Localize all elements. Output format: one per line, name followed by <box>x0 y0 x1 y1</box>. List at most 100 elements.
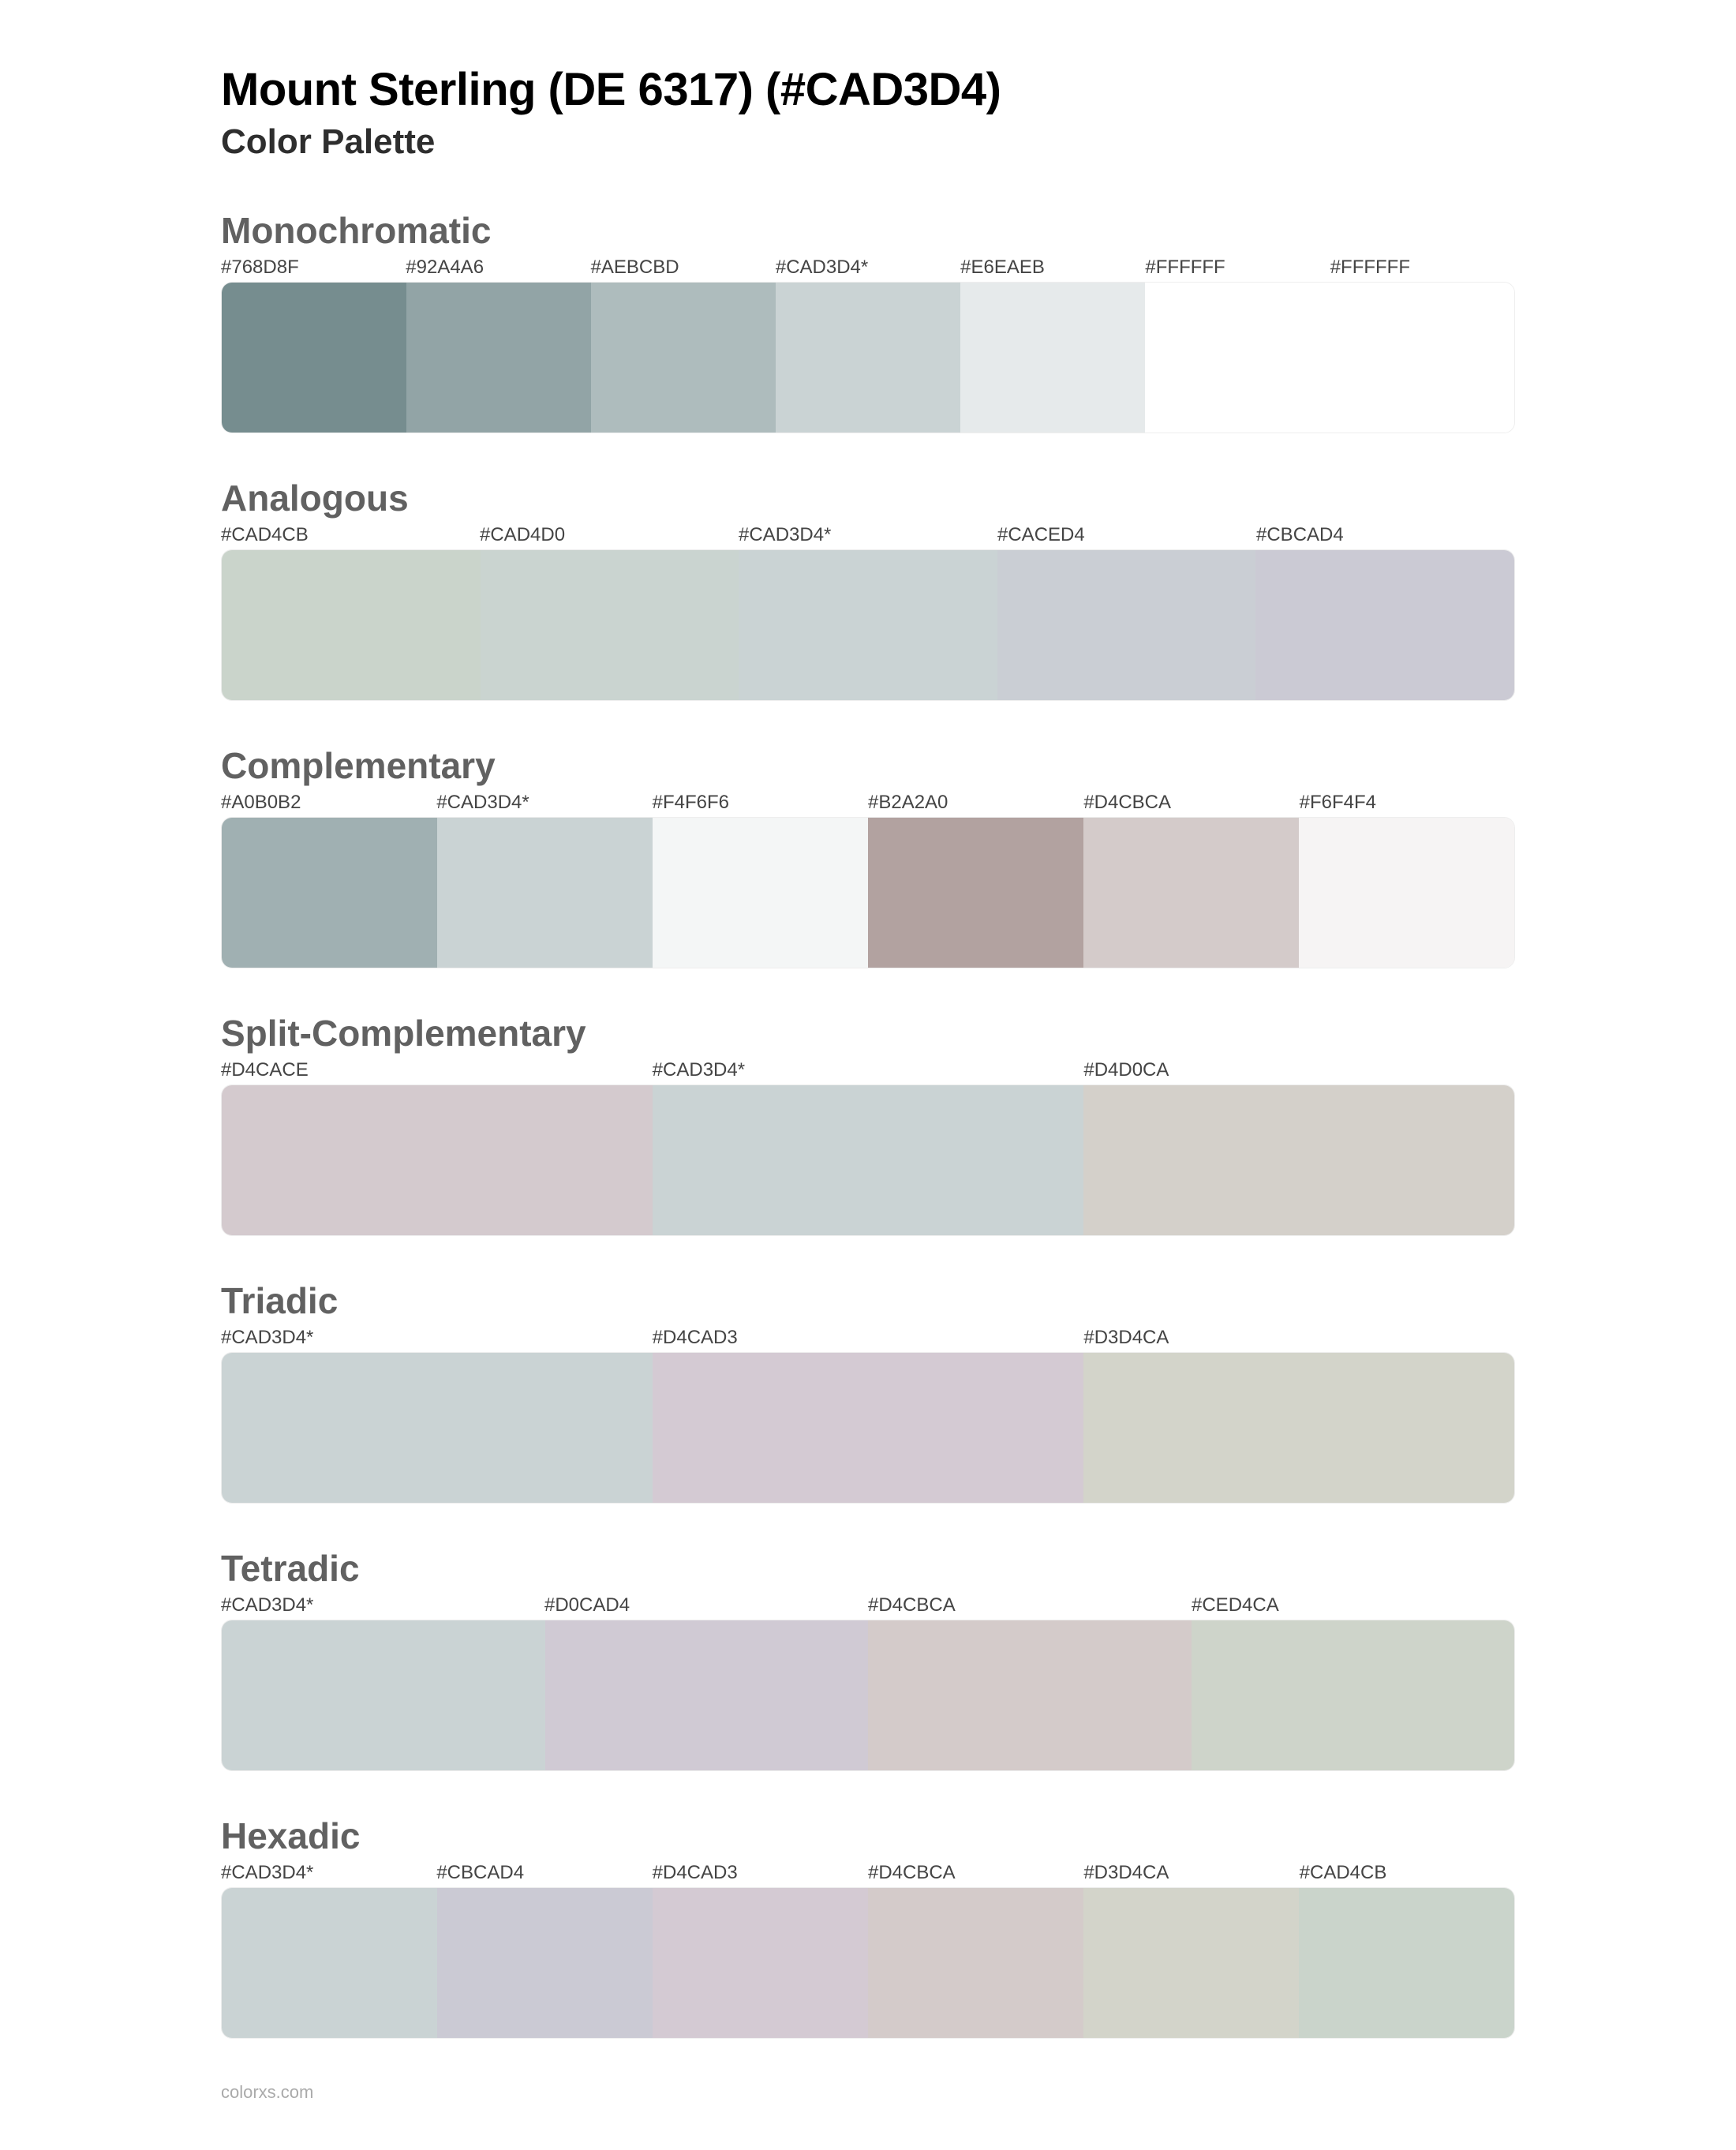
hex-label: #F6F4F4 <box>1300 792 1515 817</box>
hex-labels-row: #CAD3D4*#D0CAD4#D4CBCA#CED4CA <box>221 1594 1515 1620</box>
hex-label: #D4CBCA <box>868 1594 1192 1620</box>
color-swatch[interactable] <box>222 818 437 968</box>
hex-label: #D4CAD3 <box>653 1327 1084 1352</box>
hex-label: #CAD4CB <box>221 524 480 549</box>
swatches-row <box>221 1352 1515 1504</box>
color-swatch[interactable] <box>437 818 653 968</box>
color-swatch[interactable] <box>1330 283 1514 433</box>
section-title: Complementary <box>221 744 1515 787</box>
section-title: Tetradic <box>221 1547 1515 1590</box>
swatches-row <box>221 282 1515 433</box>
color-swatch[interactable] <box>437 1888 653 2038</box>
section-title: Split-Complementary <box>221 1012 1515 1054</box>
hex-labels-row: #A0B0B2#CAD3D4*#F4F6F6#B2A2A0#D4CBCA#F6F… <box>221 792 1515 817</box>
hex-label: #F4F6F6 <box>653 792 868 817</box>
hex-label: #768D8F <box>221 257 406 282</box>
page-title: Mount Sterling (DE 6317) (#CAD3D4) <box>221 63 1515 116</box>
palette-section: Triadic #CAD3D4*#D4CAD3#D3D4CA <box>221 1279 1515 1504</box>
hex-label: #CAD3D4* <box>739 524 997 549</box>
hex-label: #CAD4CB <box>1300 1862 1515 1887</box>
hex-label: #CBCAD4 <box>1256 524 1515 549</box>
hex-label: #D4CBCA <box>1083 792 1299 817</box>
color-swatch[interactable] <box>1083 1353 1514 1503</box>
palette-sections: Monochromatic#768D8F#92A4A6#AEBCBD#CAD3D… <box>221 209 1515 2039</box>
hex-label: #CAD3D4* <box>436 792 652 817</box>
color-swatch[interactable] <box>591 283 776 433</box>
hex-labels-row: #D4CACE#CAD3D4*#D4D0CA <box>221 1059 1515 1084</box>
color-swatch[interactable] <box>1299 818 1514 968</box>
hex-label: #D4CBCA <box>868 1862 1083 1887</box>
hex-label: #AEBCBD <box>591 257 776 282</box>
hex-label: #CAD3D4* <box>221 1327 653 1352</box>
color-swatch[interactable] <box>406 283 591 433</box>
hex-label: #CACED4 <box>997 524 1256 549</box>
hex-label: #B2A2A0 <box>868 792 1083 817</box>
swatches-row <box>221 1887 1515 2039</box>
hex-labels-row: #CAD3D4*#CBCAD4#D4CAD3#D4CBCA#D3D4CA#CAD… <box>221 1862 1515 1887</box>
color-swatch[interactable] <box>960 283 1145 433</box>
palette-section: Tetradic #CAD3D4*#D0CAD4#D4CBCA#CED4CA <box>221 1547 1515 1771</box>
hex-label: #D3D4CA <box>1083 1862 1299 1887</box>
color-swatch[interactable] <box>222 1353 653 1503</box>
hex-label: #CAD3D4* <box>221 1862 436 1887</box>
color-swatch[interactable] <box>868 1620 1192 1770</box>
color-swatch[interactable] <box>222 283 406 433</box>
hex-label: #D4D0CA <box>1083 1059 1515 1084</box>
color-swatch[interactable] <box>481 550 739 700</box>
swatches-row <box>221 1620 1515 1771</box>
color-swatch[interactable] <box>653 1085 1083 1235</box>
color-swatch[interactable] <box>1083 1085 1514 1235</box>
palette-section: Split-Complementary #D4CACE#CAD3D4*#D4D0C… <box>221 1012 1515 1236</box>
hex-label: #FFFFFF <box>1145 257 1330 282</box>
section-title: Triadic <box>221 1279 1515 1322</box>
swatches-row <box>221 549 1515 701</box>
hex-labels-row: #CAD3D4*#D4CAD3#D3D4CA <box>221 1327 1515 1352</box>
hex-label: #CAD3D4* <box>653 1059 1084 1084</box>
hex-label: #CED4CA <box>1192 1594 1515 1620</box>
swatches-row <box>221 1084 1515 1236</box>
section-title: Hexadic <box>221 1815 1515 1857</box>
hex-label: #CAD3D4* <box>221 1594 544 1620</box>
palette-section: Hexadic #CAD3D4*#CBCAD4#D4CAD3#D4CBCA#D3D… <box>221 1815 1515 2039</box>
color-swatch[interactable] <box>653 818 868 968</box>
hex-label: #FFFFFF <box>1330 257 1515 282</box>
color-swatch[interactable] <box>653 1888 868 2038</box>
hex-labels-row: #CAD4CB#CAD4D0#CAD3D4*#CACED4#CBCAD4 <box>221 524 1515 549</box>
section-title: Analogous <box>221 477 1515 519</box>
hex-label: #D3D4CA <box>1083 1327 1515 1352</box>
color-swatch[interactable] <box>739 550 997 700</box>
page-subtitle: Color Palette <box>221 122 1515 162</box>
hex-label: #CBCAD4 <box>436 1862 652 1887</box>
color-swatch[interactable] <box>776 283 960 433</box>
palette-section: Complementary #A0B0B2#CAD3D4*#F4F6F6#B2A2… <box>221 744 1515 968</box>
color-swatch[interactable] <box>997 550 1256 700</box>
swatches-row <box>221 817 1515 968</box>
section-title: Monochromatic <box>221 209 1515 252</box>
color-swatch[interactable] <box>1145 283 1330 433</box>
color-swatch[interactable] <box>1192 1620 1515 1770</box>
hex-label: #D0CAD4 <box>544 1594 868 1620</box>
color-swatch[interactable] <box>1083 818 1299 968</box>
footer-credit: colorxs.com <box>221 2082 1515 2103</box>
color-swatch[interactable] <box>868 1888 1083 2038</box>
color-swatch[interactable] <box>1083 1888 1299 2038</box>
color-swatch[interactable] <box>545 1620 869 1770</box>
color-swatch[interactable] <box>222 1085 653 1235</box>
hex-label: #E6EAEB <box>960 257 1145 282</box>
hex-label: #D4CACE <box>221 1059 653 1084</box>
color-swatch[interactable] <box>868 818 1083 968</box>
hex-label: #CAD3D4* <box>776 257 960 282</box>
color-swatch[interactable] <box>1299 1888 1514 2038</box>
color-swatch[interactable] <box>653 1353 1083 1503</box>
color-swatch[interactable] <box>1255 550 1514 700</box>
color-swatch[interactable] <box>222 1620 545 1770</box>
color-swatch[interactable] <box>222 1888 437 2038</box>
palette-section: Analogous #CAD4CB#CAD4D0#CAD3D4*#CACED4#C… <box>221 477 1515 701</box>
hex-label: #CAD4D0 <box>480 524 739 549</box>
hex-labels-row: #768D8F#92A4A6#AEBCBD#CAD3D4*#E6EAEB#FFF… <box>221 257 1515 282</box>
hex-label: #A0B0B2 <box>221 792 436 817</box>
hex-label: #92A4A6 <box>406 257 590 282</box>
hex-label: #D4CAD3 <box>653 1862 868 1887</box>
color-swatch[interactable] <box>222 550 481 700</box>
palette-section: Monochromatic #768D8F#92A4A6#AEBCBD#CAD3D… <box>221 209 1515 433</box>
